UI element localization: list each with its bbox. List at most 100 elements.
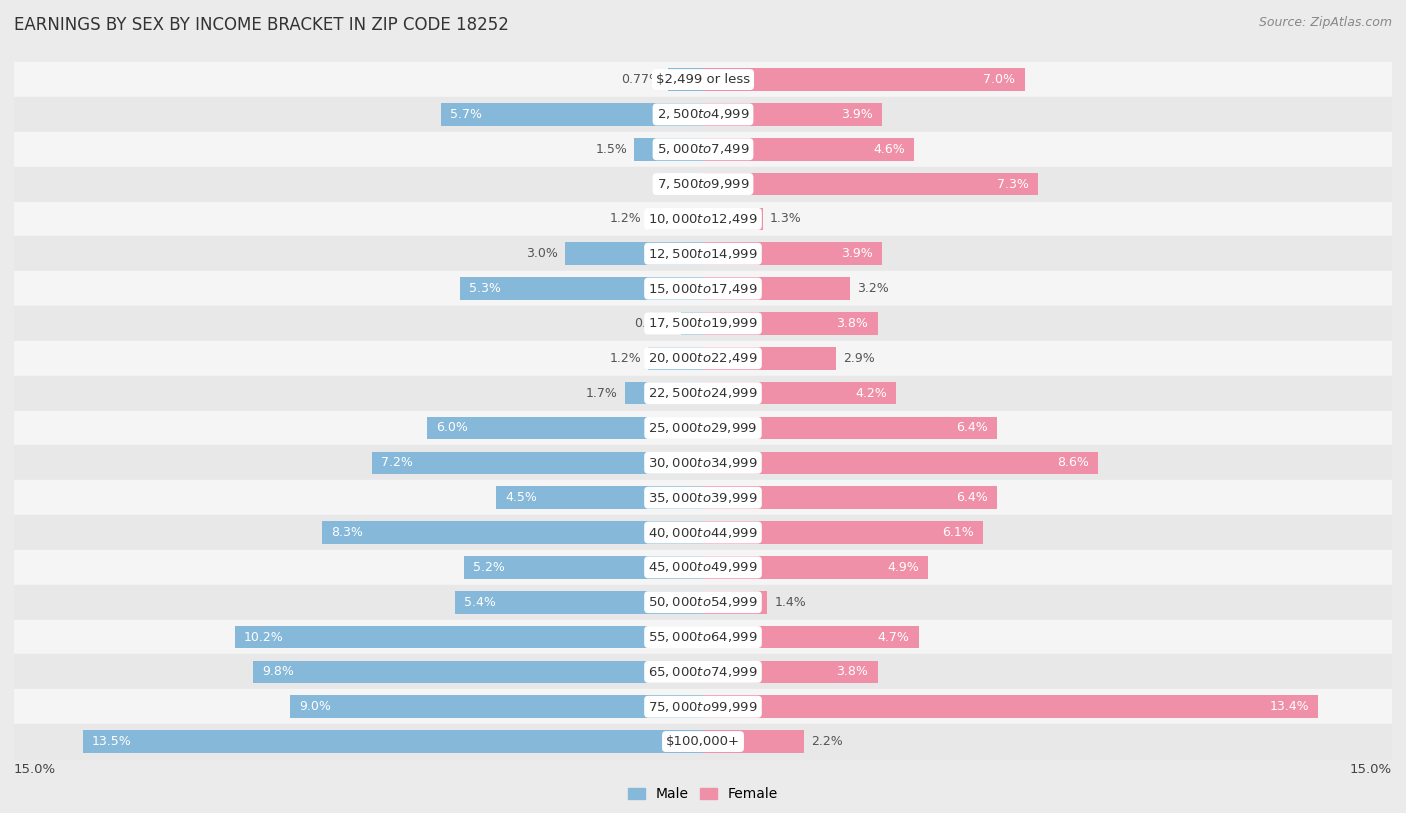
Bar xyxy=(14,306,1392,341)
Text: 6.4%: 6.4% xyxy=(956,491,988,504)
Text: 1.2%: 1.2% xyxy=(609,352,641,365)
Text: $5,000 to $7,499: $5,000 to $7,499 xyxy=(657,142,749,156)
Text: $2,499 or less: $2,499 or less xyxy=(657,73,749,86)
Bar xyxy=(703,172,1038,195)
Bar xyxy=(703,556,928,579)
Bar xyxy=(14,202,1392,237)
Text: $100,000+: $100,000+ xyxy=(666,735,740,748)
Text: 3.2%: 3.2% xyxy=(856,282,889,295)
Text: 3.9%: 3.9% xyxy=(841,247,873,260)
Text: 7.0%: 7.0% xyxy=(983,73,1015,86)
Text: 4.2%: 4.2% xyxy=(855,387,887,400)
Bar xyxy=(703,591,768,614)
Text: 5.2%: 5.2% xyxy=(474,561,505,574)
Bar xyxy=(565,242,703,265)
Text: 7.3%: 7.3% xyxy=(997,177,1029,190)
Text: 8.6%: 8.6% xyxy=(1057,456,1088,469)
Bar xyxy=(14,446,1392,480)
Text: 1.7%: 1.7% xyxy=(586,387,619,400)
Text: $22,500 to $24,999: $22,500 to $24,999 xyxy=(648,386,758,400)
Bar xyxy=(14,376,1392,411)
Bar xyxy=(703,138,914,160)
Text: 1.5%: 1.5% xyxy=(595,143,627,156)
Text: 9.0%: 9.0% xyxy=(299,700,330,713)
Bar xyxy=(14,167,1392,202)
Text: 2.9%: 2.9% xyxy=(844,352,875,365)
Bar xyxy=(496,486,703,509)
Bar xyxy=(14,237,1392,272)
Text: $25,000 to $29,999: $25,000 to $29,999 xyxy=(648,421,758,435)
Text: 5.4%: 5.4% xyxy=(464,596,496,609)
Bar xyxy=(703,521,983,544)
Text: $20,000 to $22,499: $20,000 to $22,499 xyxy=(648,351,758,365)
Text: 13.5%: 13.5% xyxy=(93,735,132,748)
Text: 4.9%: 4.9% xyxy=(887,561,920,574)
Text: 4.6%: 4.6% xyxy=(873,143,905,156)
Bar xyxy=(703,312,877,335)
Bar xyxy=(703,695,1319,718)
Bar xyxy=(14,515,1392,550)
Bar xyxy=(14,654,1392,689)
Text: $65,000 to $74,999: $65,000 to $74,999 xyxy=(648,665,758,679)
Bar xyxy=(14,689,1392,724)
Bar xyxy=(703,626,920,649)
Text: $55,000 to $64,999: $55,000 to $64,999 xyxy=(648,630,758,644)
Text: $50,000 to $54,999: $50,000 to $54,999 xyxy=(648,595,758,609)
Text: 9.8%: 9.8% xyxy=(262,665,294,678)
Text: 15.0%: 15.0% xyxy=(14,763,56,776)
Bar xyxy=(14,97,1392,132)
Bar xyxy=(668,68,703,91)
Text: 3.9%: 3.9% xyxy=(841,108,873,121)
Bar xyxy=(14,620,1392,654)
Text: $45,000 to $49,999: $45,000 to $49,999 xyxy=(648,560,758,574)
Bar xyxy=(703,660,877,683)
Bar xyxy=(703,277,851,300)
Text: $40,000 to $44,999: $40,000 to $44,999 xyxy=(648,525,758,540)
Text: $15,000 to $17,499: $15,000 to $17,499 xyxy=(648,281,758,296)
Bar xyxy=(703,103,882,126)
Bar xyxy=(14,585,1392,620)
Bar xyxy=(456,591,703,614)
Bar xyxy=(373,451,703,474)
Text: 0.77%: 0.77% xyxy=(620,73,661,86)
Bar xyxy=(703,68,1025,91)
Text: 4.7%: 4.7% xyxy=(877,631,910,644)
Bar xyxy=(648,347,703,370)
Bar xyxy=(14,62,1392,97)
Bar xyxy=(703,207,762,230)
Bar xyxy=(460,277,703,300)
Bar xyxy=(703,730,804,753)
Bar xyxy=(235,626,703,649)
Bar xyxy=(14,272,1392,306)
Bar xyxy=(703,416,997,439)
Bar xyxy=(703,242,882,265)
Text: 0.0%: 0.0% xyxy=(664,177,696,190)
Text: 3.8%: 3.8% xyxy=(837,665,869,678)
Bar xyxy=(634,138,703,160)
Text: 1.2%: 1.2% xyxy=(609,212,641,225)
Bar xyxy=(703,451,1098,474)
Text: 5.3%: 5.3% xyxy=(468,282,501,295)
Bar xyxy=(14,724,1392,759)
Bar xyxy=(14,550,1392,585)
Text: 7.2%: 7.2% xyxy=(381,456,413,469)
Text: 15.0%: 15.0% xyxy=(1350,763,1392,776)
Text: $10,000 to $12,499: $10,000 to $12,499 xyxy=(648,212,758,226)
Text: 6.0%: 6.0% xyxy=(437,421,468,434)
Bar xyxy=(83,730,703,753)
Text: $2,500 to $4,999: $2,500 to $4,999 xyxy=(657,107,749,121)
Bar xyxy=(290,695,703,718)
Text: Source: ZipAtlas.com: Source: ZipAtlas.com xyxy=(1258,16,1392,29)
Text: 3.0%: 3.0% xyxy=(526,247,558,260)
Bar xyxy=(681,312,703,335)
Text: 8.3%: 8.3% xyxy=(330,526,363,539)
Text: $30,000 to $34,999: $30,000 to $34,999 xyxy=(648,456,758,470)
Text: 1.3%: 1.3% xyxy=(769,212,801,225)
Text: 6.1%: 6.1% xyxy=(942,526,974,539)
Bar xyxy=(648,207,703,230)
Bar xyxy=(14,480,1392,515)
Text: $12,500 to $14,999: $12,500 to $14,999 xyxy=(648,247,758,261)
Text: 3.8%: 3.8% xyxy=(837,317,869,330)
Bar xyxy=(322,521,703,544)
Text: 4.5%: 4.5% xyxy=(506,491,537,504)
